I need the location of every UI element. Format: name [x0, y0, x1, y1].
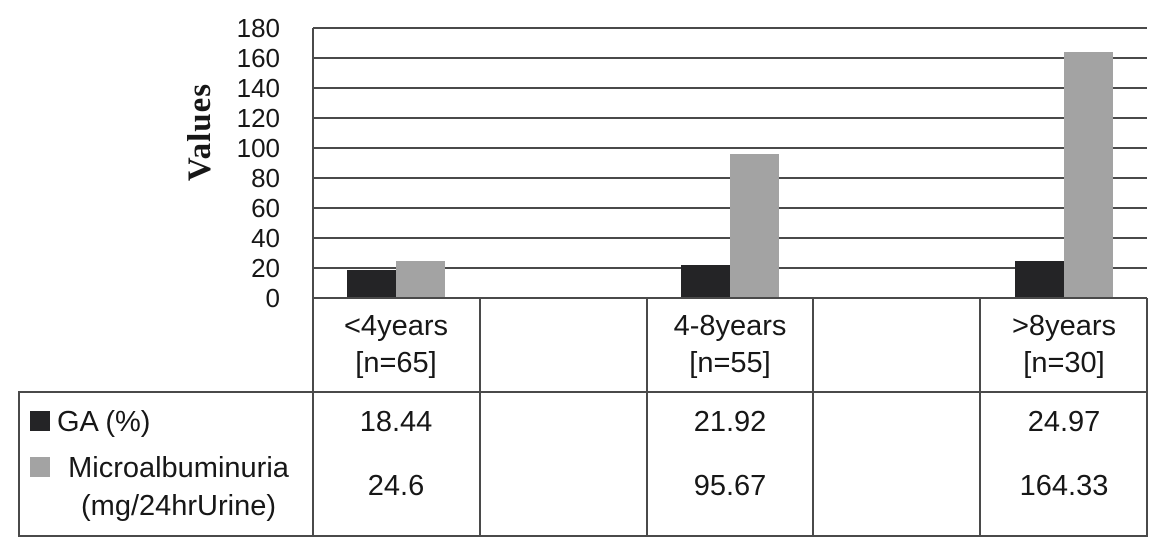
table-column-divider-1	[312, 392, 314, 536]
table-column-divider-3	[646, 392, 648, 536]
table-column-divider-0	[18, 392, 20, 536]
legend-key-microalbuminuria	[30, 457, 50, 477]
y-tick-label-40: 40	[251, 223, 280, 253]
table-border-bottom	[18, 535, 1148, 537]
legend-key-ga	[30, 411, 50, 431]
legend-label-ga: GA (%)	[57, 406, 151, 438]
bar-ga-group-2	[681, 265, 730, 298]
table-cell-ga-2: 21.92	[693, 406, 767, 438]
y-tick-label-0: 0	[265, 283, 280, 313]
table-column-divider-6	[1146, 392, 1148, 536]
table-column-divider-5	[979, 392, 981, 536]
table-cell-microalbuminuria-2: 95.67	[693, 470, 767, 502]
gridline-100	[313, 147, 1147, 149]
category-tick-1	[479, 298, 481, 392]
bar-microalbuminuria-group-1	[396, 261, 445, 298]
y-tick-label-120: 120	[236, 103, 280, 133]
gridline-140	[313, 87, 1147, 89]
y-tick-label-60: 60	[251, 193, 280, 223]
gridline-180	[313, 27, 1147, 29]
category-label-3: >8years [n=30]	[1012, 310, 1116, 379]
category-tick-4	[979, 298, 981, 392]
category-label-1: <4years [n=65]	[344, 310, 448, 379]
table-cell-ga-3: 24.97	[1027, 406, 1101, 438]
gridline-160	[313, 57, 1147, 59]
bar-microalbuminuria-group-3	[1064, 52, 1113, 298]
bar-ga-group-1	[347, 270, 396, 298]
gridline-120	[313, 117, 1147, 119]
y-tick-label-140: 140	[236, 73, 280, 103]
table-column-divider-4	[812, 392, 814, 536]
table-border-top	[18, 391, 1148, 393]
category-tick-2	[646, 298, 648, 392]
table-column-divider-2	[479, 392, 481, 536]
legend-label-microalbuminuria: Microalbuminuria (mg/24hrUrine)	[68, 452, 289, 522]
category-tick-3	[812, 298, 814, 392]
table-cell-microalbuminuria-1: 24.6	[367, 470, 425, 502]
table-cell-microalbuminuria-3: 164.33	[1019, 470, 1109, 502]
bar-ga-group-3	[1015, 261, 1064, 298]
y-tick-label-180: 180	[236, 13, 280, 43]
y-tick-label-20: 20	[251, 253, 280, 283]
x-axis-line	[313, 297, 1147, 299]
y-tick-label-80: 80	[251, 163, 280, 193]
y-axis-line	[312, 28, 314, 392]
category-tick-5	[1146, 298, 1148, 392]
category-label-2: 4-8years [n=55]	[673, 310, 787, 379]
table-cell-ga-1: 18.44	[359, 406, 433, 438]
bar-microalbuminuria-group-2	[730, 154, 779, 298]
y-tick-label-160: 160	[236, 43, 280, 73]
y-tick-label-100: 100	[236, 133, 280, 163]
